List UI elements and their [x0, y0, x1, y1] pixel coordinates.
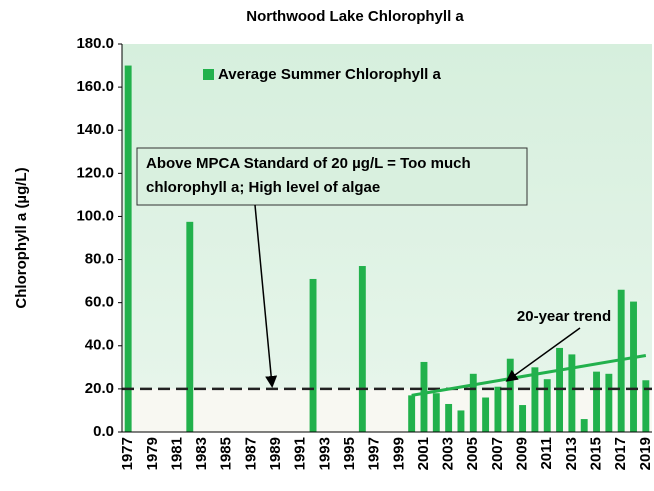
y-tick-label: 180.0	[76, 35, 114, 52]
bar	[568, 354, 576, 432]
bar	[186, 221, 194, 432]
x-tick-label: 1983	[193, 437, 210, 470]
x-tick-label: 1981	[168, 437, 185, 470]
legend-label: Average Summer Chlorophyll a	[218, 66, 441, 83]
x-tick-label: 1987	[242, 437, 259, 470]
bar	[543, 379, 551, 432]
bar	[124, 65, 132, 433]
x-tick-label: 1997	[366, 437, 383, 470]
bar	[630, 301, 637, 432]
y-axis-label: Chlorophyll a (µg/L)	[13, 167, 30, 308]
bar	[420, 361, 428, 432]
bar	[519, 405, 527, 432]
x-tick-label: 2007	[489, 437, 506, 470]
annotation-line: chlorophyll a; High level of algae	[146, 179, 380, 196]
x-tick-label: 2005	[464, 437, 481, 470]
x-tick-label: 2011	[538, 437, 555, 470]
y-tick-label: 20.0	[85, 380, 114, 397]
x-tick-label: 1991	[292, 437, 309, 470]
bar	[494, 386, 502, 432]
chart-title: Northwood Lake Chlorophyll a	[246, 8, 464, 25]
plot-area-above	[122, 44, 652, 389]
y-tick-label: 100.0	[76, 207, 114, 224]
x-tick-label: 1985	[218, 437, 235, 470]
trend-arrow	[505, 327, 581, 382]
y-tick-label: 40.0	[85, 337, 114, 354]
x-tick-label: 2003	[440, 437, 457, 470]
annotation-arrow	[254, 204, 278, 388]
bar	[469, 373, 477, 432]
x-tick-label: 2017	[612, 437, 629, 470]
x-tick-label: 1989	[267, 437, 284, 470]
bar	[408, 395, 416, 432]
bar	[580, 419, 588, 432]
annotation-line: Above MPCA Standard of 20 µg/L = Too muc…	[146, 155, 471, 172]
bar	[457, 410, 465, 432]
x-tick-label: 1977	[119, 437, 136, 470]
x-tick-label: 2013	[563, 437, 580, 470]
bar	[309, 278, 317, 432]
annotation-box	[136, 147, 528, 206]
trend-line	[411, 353, 647, 397]
y-tick-label: 120.0	[76, 164, 114, 181]
x-tick-label: 1999	[390, 437, 407, 470]
x-tick-label: 2009	[514, 437, 531, 470]
x-tick-label: 2015	[588, 437, 605, 470]
bar	[432, 393, 440, 432]
trend-label: 20-year trend	[517, 308, 611, 325]
y-tick-label: 0.0	[93, 423, 114, 440]
legend-swatch	[203, 69, 214, 80]
x-tick-label: 2001	[415, 437, 432, 470]
x-tick-label: 2019	[637, 437, 654, 470]
y-tick-label: 140.0	[76, 121, 114, 138]
x-tick-label: 1979	[144, 437, 161, 470]
bar	[506, 358, 514, 432]
y-tick-label: 60.0	[85, 294, 114, 311]
bar	[531, 367, 539, 432]
plot-area-below	[122, 388, 652, 432]
x-tick-label: 1995	[341, 437, 358, 470]
bar	[482, 397, 490, 432]
bar	[605, 373, 613, 432]
bar	[593, 371, 600, 432]
y-tick-label: 160.0	[76, 78, 114, 95]
bar	[642, 380, 650, 432]
x-tick-label: 1993	[316, 437, 333, 470]
bar	[445, 403, 453, 432]
bar	[358, 266, 366, 432]
y-tick-label: 80.0	[85, 251, 114, 268]
